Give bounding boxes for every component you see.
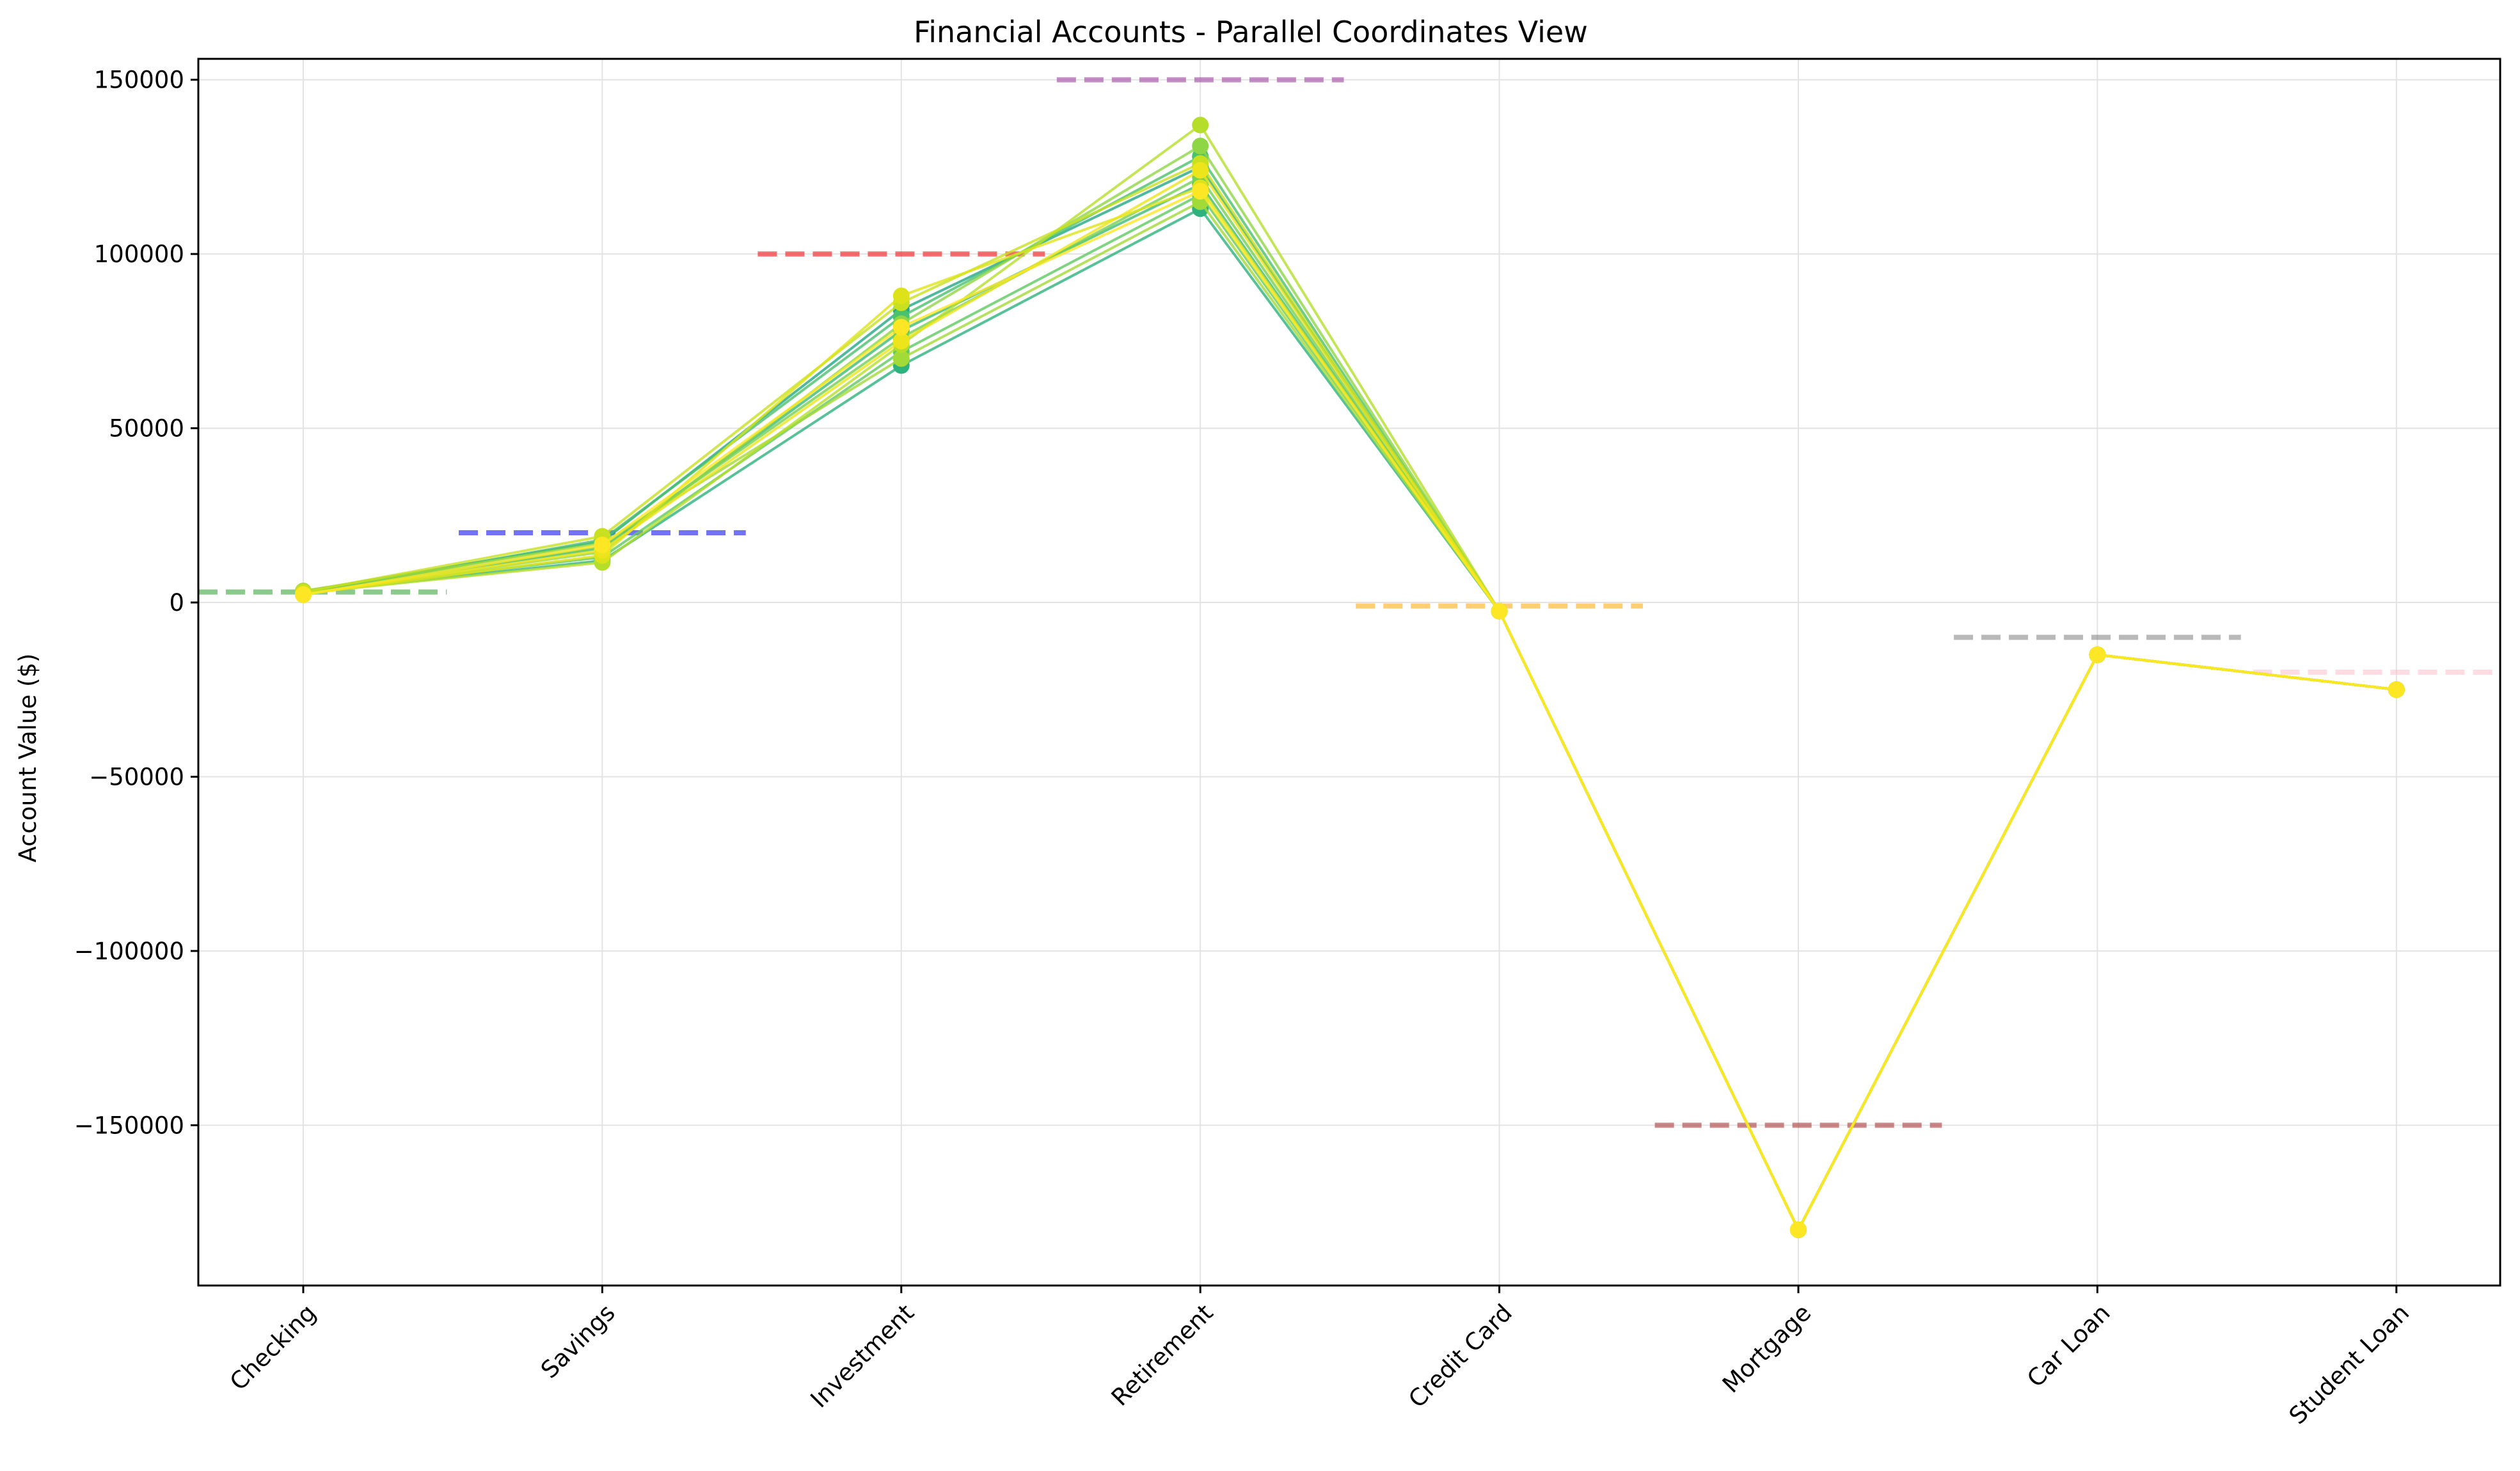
y-tick-label: −150000 <box>74 1112 184 1139</box>
data-point <box>1491 602 1508 620</box>
data-point <box>1192 183 1209 200</box>
series-lines <box>295 116 2405 1238</box>
data-point <box>1192 116 1209 134</box>
data-point <box>295 586 312 604</box>
data-point <box>2089 646 2106 663</box>
data-point <box>892 287 910 304</box>
data-point <box>594 537 611 554</box>
data-point <box>1192 162 1209 179</box>
data-point <box>1790 1221 1807 1238</box>
chart-title: Financial Accounts - Parallel Coordinate… <box>914 15 1588 49</box>
plot-frame <box>197 58 2501 1287</box>
data-point <box>892 333 910 350</box>
data-point <box>892 350 910 367</box>
y-tick-label: 0 <box>169 589 184 617</box>
data-point <box>1192 138 1209 155</box>
y-axis-label: Account Value ($) <box>14 654 42 863</box>
y-tick-label: 100000 <box>94 240 184 268</box>
series-line <box>303 189 2397 1233</box>
y-tick-label: −100000 <box>74 938 184 965</box>
y-tick-label: 50000 <box>109 415 184 443</box>
y-tick-label: −50000 <box>89 763 184 791</box>
grid-lines <box>198 59 2500 1286</box>
data-point <box>892 319 910 336</box>
y-tick-label: 150000 <box>94 67 184 94</box>
data-point <box>2388 681 2405 698</box>
